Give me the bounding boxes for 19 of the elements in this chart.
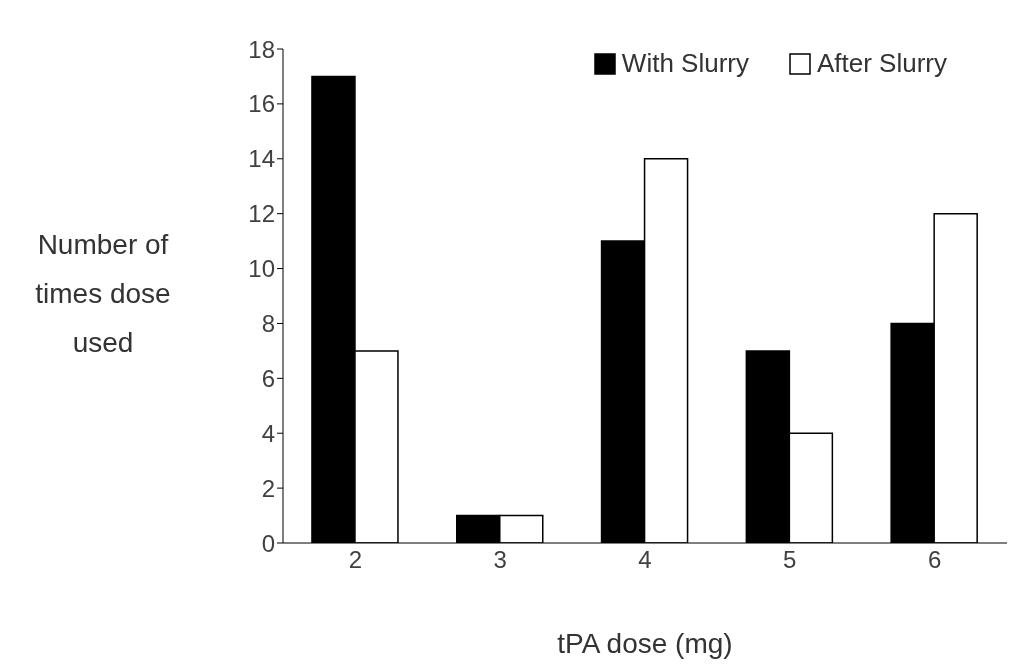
x-tick-label: 4 [638, 546, 652, 574]
x-tick-label: 3 [493, 546, 507, 574]
y-axis-title: Number of times dose used [34, 228, 172, 360]
legend-label: With Slurry [620, 48, 749, 79]
y-tick-label: 4 [261, 419, 275, 447]
x-tick-label: 6 [927, 546, 942, 574]
x-axis-title: tPA dose (mg) [557, 627, 733, 659]
y-tick-label: 18 [248, 35, 275, 63]
legend-label: After Slurry [815, 48, 947, 79]
y-tick-label: 6 [261, 364, 275, 392]
y-tick-label: 14 [248, 145, 275, 173]
y-tick-label: 8 [261, 309, 275, 337]
y-tick-label: 2 [261, 474, 275, 502]
x-tick-label: 2 [348, 546, 363, 574]
y-tick-label: 16 [248, 90, 275, 118]
y-tick-label: 12 [248, 200, 275, 228]
y-tick-label: 10 [248, 255, 275, 283]
y-tick-label: 0 [261, 529, 275, 557]
x-tick-label: 5 [783, 546, 797, 574]
